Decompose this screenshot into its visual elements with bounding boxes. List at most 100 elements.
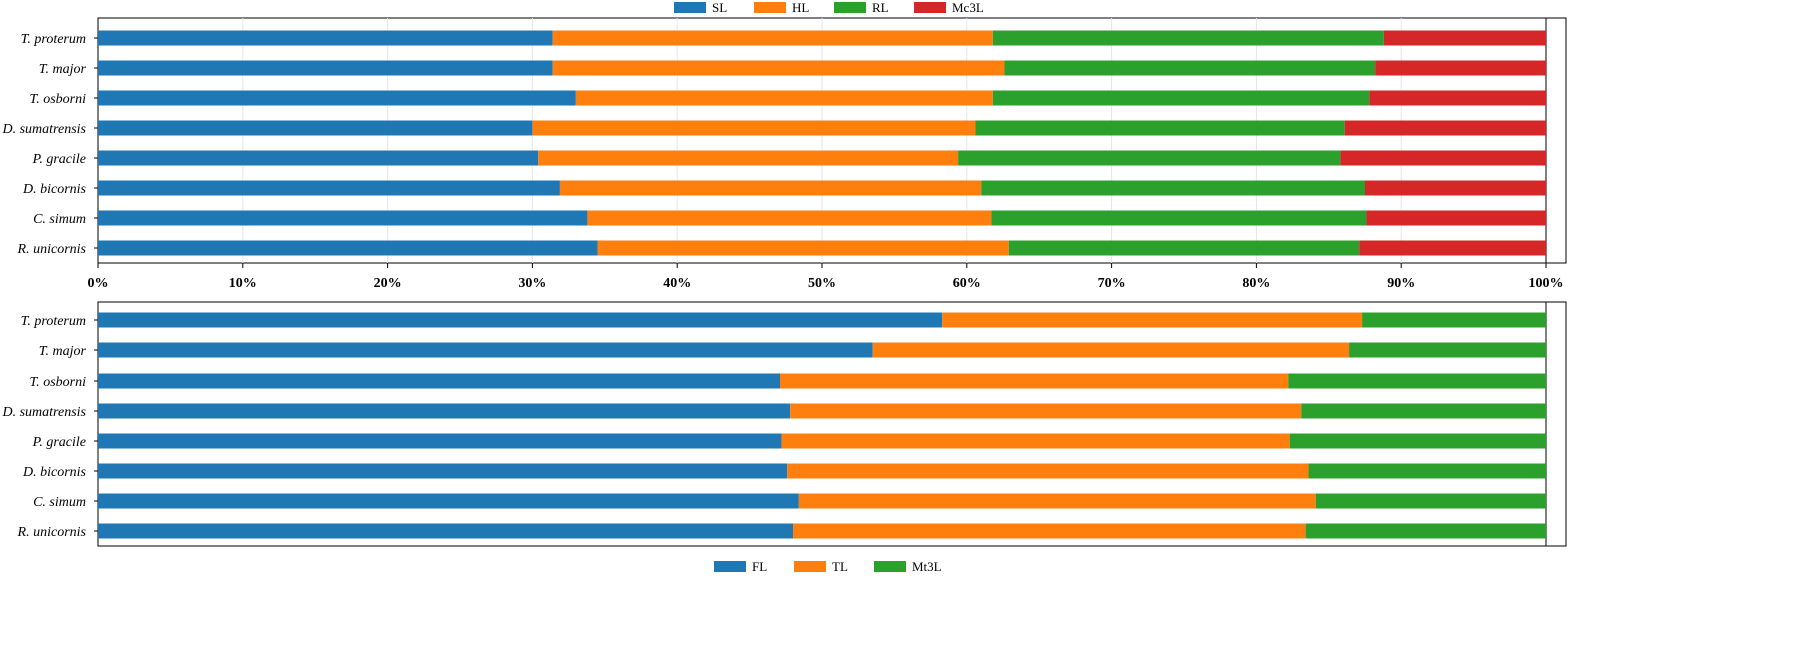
legend-swatch-sl bbox=[674, 2, 706, 13]
bar-rl-d-sumatrensis bbox=[975, 120, 1345, 136]
category-label: D. sumatrensis bbox=[2, 122, 87, 137]
plot-frame bbox=[97, 301, 1567, 547]
category-label: T. major bbox=[39, 62, 87, 77]
category-label: P. gracile bbox=[32, 152, 86, 167]
bar-sl-d-bicornis bbox=[98, 180, 560, 196]
category-label: D. bicornis bbox=[22, 182, 87, 197]
x-tick-label: 100% bbox=[1529, 276, 1564, 291]
bar-rl-c-simum bbox=[991, 210, 1367, 226]
bar-mt3l-t-proterum bbox=[1362, 312, 1546, 328]
bar-tl-c-simum bbox=[798, 493, 1316, 509]
x-tick-label: 20% bbox=[374, 276, 402, 291]
category-label: C. simum bbox=[33, 495, 86, 510]
category-label: R. unicornis bbox=[17, 242, 87, 257]
legend-label-mt3l: Mt3L bbox=[912, 559, 942, 574]
x-tick-label: 50% bbox=[808, 276, 836, 291]
bar-mt3l-d-sumatrensis bbox=[1301, 403, 1546, 419]
bar-sl-p-gracile bbox=[98, 150, 539, 166]
chart-panel-1: T. proterum T. major T. osborni D. sumatren… bbox=[2, 0, 1567, 291]
bar-sl-c-simum bbox=[98, 210, 588, 226]
bar-tl-t-proterum bbox=[942, 312, 1363, 328]
x-tick-label: 0% bbox=[88, 276, 109, 291]
bar-mc3l-t-osborni bbox=[1369, 90, 1546, 106]
category-label: D. bicornis bbox=[22, 465, 87, 480]
x-tick-label: 90% bbox=[1387, 276, 1415, 291]
bar-rl-t-proterum bbox=[992, 30, 1384, 46]
bar-sl-t-major bbox=[98, 60, 553, 76]
bar-sl-d-sumatrensis bbox=[98, 120, 533, 136]
bar-fl-r-unicornis bbox=[98, 523, 794, 539]
legend-label-hl: HL bbox=[792, 0, 809, 15]
bar-sl-t-proterum bbox=[98, 30, 553, 46]
bar-mc3l-t-proterum bbox=[1383, 30, 1546, 46]
x-tick-label: 10% bbox=[229, 276, 257, 291]
legend-1: SL HL RL Mc3L bbox=[674, 0, 984, 15]
legend-swatch-rl bbox=[834, 2, 866, 13]
legend-swatch-hl bbox=[754, 2, 786, 13]
category-label: T. major bbox=[39, 344, 87, 359]
bar-hl-t-osborni bbox=[575, 90, 993, 106]
bar-mt3l-p-gracile bbox=[1289, 433, 1546, 449]
bar-tl-t-major bbox=[872, 342, 1350, 358]
x-tick-label: 80% bbox=[1242, 276, 1270, 291]
bar-hl-d-sumatrensis bbox=[532, 120, 976, 136]
bar-sl-t-osborni bbox=[98, 90, 576, 106]
bar-mc3l-c-simum bbox=[1366, 210, 1546, 226]
legend-label-sl: SL bbox=[712, 0, 727, 15]
legend-2: FL TL Mt3L bbox=[714, 559, 942, 574]
legend-label-tl: TL bbox=[832, 559, 848, 574]
bar-fl-d-sumatrensis bbox=[98, 403, 791, 419]
bar-tl-t-osborni bbox=[780, 373, 1289, 389]
x-tick-label: 60% bbox=[953, 276, 981, 291]
bar-tl-d-sumatrensis bbox=[790, 403, 1302, 419]
x-tick-label: 30% bbox=[518, 276, 546, 291]
bar-hl-t-major bbox=[552, 60, 1005, 76]
category-label: T. osborni bbox=[29, 92, 86, 107]
bar-mc3l-p-gracile bbox=[1340, 150, 1546, 166]
bar-hl-t-proterum bbox=[552, 30, 993, 46]
legend-label-mc3l: Mc3L bbox=[952, 0, 984, 15]
bar-mc3l-t-major bbox=[1375, 60, 1546, 76]
legend-swatch-mc3l bbox=[914, 2, 946, 13]
category-label: T. osborni bbox=[29, 375, 86, 390]
category-label: R. unicornis bbox=[17, 525, 87, 540]
category-label: C. simum bbox=[33, 212, 86, 227]
category-label: T. proterum bbox=[21, 314, 86, 329]
legend-label-fl: FL bbox=[752, 559, 767, 574]
bar-fl-p-gracile bbox=[98, 433, 782, 449]
legend-swatch-tl bbox=[794, 561, 826, 572]
bar-fl-t-proterum bbox=[98, 312, 943, 328]
bar-mt3l-t-osborni bbox=[1288, 373, 1546, 389]
plot-frame bbox=[97, 17, 1567, 264]
legend-swatch-mt3l bbox=[874, 561, 906, 572]
x-tick-label: 70% bbox=[1098, 276, 1126, 291]
bar-mt3l-r-unicornis bbox=[1305, 523, 1546, 539]
bar-mc3l-r-unicornis bbox=[1359, 240, 1546, 256]
bar-tl-d-bicornis bbox=[787, 463, 1309, 479]
bar-mt3l-c-simum bbox=[1315, 493, 1546, 509]
bar-mc3l-d-sumatrensis bbox=[1344, 120, 1546, 136]
bar-rl-p-gracile bbox=[958, 150, 1341, 166]
bar-fl-c-simum bbox=[98, 493, 799, 509]
bar-sl-r-unicornis bbox=[98, 240, 598, 256]
chart-panel-2: T. proterum T. major T. osborni D. sumatren… bbox=[2, 301, 1567, 574]
bar-hl-r-unicornis bbox=[597, 240, 1009, 256]
bar-tl-r-unicornis bbox=[793, 523, 1306, 539]
bar-fl-t-major bbox=[98, 342, 873, 358]
bar-rl-t-major bbox=[1004, 60, 1376, 76]
bar-hl-c-simum bbox=[587, 210, 992, 226]
x-tick-label: 40% bbox=[663, 276, 691, 291]
category-label: P. gracile bbox=[32, 435, 86, 450]
bar-tl-p-gracile bbox=[781, 433, 1290, 449]
bar-mt3l-t-major bbox=[1349, 342, 1546, 358]
category-label: D. sumatrensis bbox=[2, 405, 87, 420]
legend-label-rl: RL bbox=[872, 0, 889, 15]
bar-rl-t-osborni bbox=[992, 90, 1370, 106]
category-label: T. proterum bbox=[21, 32, 86, 47]
bar-hl-p-gracile bbox=[538, 150, 959, 166]
legend-swatch-fl bbox=[714, 561, 746, 572]
bar-mc3l-d-bicornis bbox=[1365, 180, 1546, 196]
bar-rl-r-unicornis bbox=[1008, 240, 1360, 256]
